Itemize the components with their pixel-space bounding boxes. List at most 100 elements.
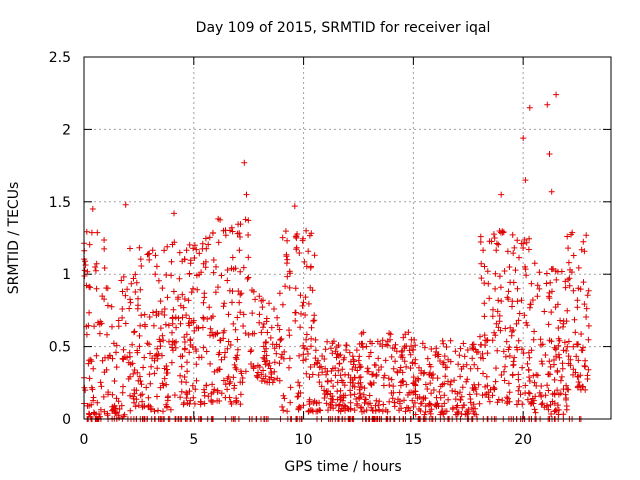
data-point [581, 301, 588, 308]
data-point [154, 345, 161, 352]
data-point [427, 369, 433, 376]
data-point [119, 389, 126, 396]
data-point [389, 345, 396, 351]
data-point [140, 364, 147, 371]
data-point [433, 345, 440, 352]
data-point [440, 359, 447, 366]
data-point [265, 362, 272, 369]
data-point [514, 298, 521, 305]
data-point [552, 407, 559, 414]
data-point [547, 401, 554, 408]
data-point [214, 330, 221, 337]
data-point [379, 408, 386, 415]
data-point [444, 364, 450, 371]
data-point [515, 397, 522, 404]
data-point [267, 334, 274, 341]
data-point [324, 378, 331, 384]
data-point [398, 349, 405, 355]
data-point [342, 407, 348, 414]
data-point [303, 331, 310, 338]
data-point [497, 284, 504, 291]
data-point [134, 347, 141, 354]
data-point [209, 313, 216, 320]
data-point [504, 400, 510, 407]
data-point [101, 296, 108, 303]
x-tick-label: 20 [514, 432, 532, 448]
data-point [557, 377, 564, 384]
data-point [284, 237, 291, 244]
data-point [566, 282, 573, 289]
data-point [221, 327, 228, 334]
data-point [215, 239, 222, 246]
data-point [101, 237, 108, 243]
data-point [447, 381, 454, 388]
data-point [151, 408, 158, 415]
data-point [412, 342, 419, 349]
data-point [526, 304, 533, 311]
data-point [170, 288, 177, 295]
data-point [159, 352, 165, 359]
data-point [271, 376, 277, 383]
data-point [542, 352, 549, 358]
data-point [547, 279, 554, 286]
data-point [364, 365, 371, 372]
data-point [105, 354, 112, 361]
data-point [307, 364, 314, 370]
data-point [84, 268, 91, 275]
data-point [126, 305, 133, 312]
data-point [132, 271, 139, 278]
data-point [472, 405, 479, 412]
data-point [92, 267, 99, 274]
data-point [119, 314, 126, 321]
data-point [526, 354, 533, 361]
data-point [226, 287, 233, 294]
data-point [94, 229, 101, 236]
data-point [363, 407, 370, 414]
data-point [506, 264, 513, 270]
data-point [115, 398, 122, 405]
data-point [399, 378, 406, 385]
data-point [490, 384, 497, 391]
data-point [296, 403, 303, 410]
data-point [233, 356, 240, 363]
data-point [492, 285, 499, 292]
data-point [473, 411, 480, 418]
data-point [499, 397, 506, 404]
data-point [228, 401, 235, 407]
data-point [120, 383, 126, 390]
data-point [233, 399, 239, 406]
data-point [175, 315, 182, 322]
data-point [167, 406, 174, 413]
data-point [296, 382, 303, 389]
data-point [415, 376, 422, 383]
data-point [235, 288, 242, 295]
data-point [538, 401, 545, 408]
data-point [86, 241, 93, 248]
data-point [549, 398, 556, 405]
data-point [203, 348, 210, 355]
data-point [240, 311, 247, 318]
data-point [406, 347, 413, 354]
data-point [548, 338, 555, 345]
data-point [505, 296, 512, 303]
data-point [562, 391, 569, 398]
data-point [315, 372, 322, 378]
data-point [292, 285, 299, 292]
data-point [323, 400, 330, 407]
data-point [422, 409, 429, 415]
data-point [152, 252, 159, 259]
data-point [181, 256, 188, 263]
data-point [138, 381, 145, 388]
data-point [493, 320, 500, 327]
data-point [189, 382, 196, 389]
data-point [97, 379, 104, 386]
data-point [324, 338, 331, 345]
data-point [207, 325, 214, 332]
data-point [192, 386, 199, 393]
data-point [385, 375, 392, 382]
data-point [127, 392, 134, 399]
data-point [278, 354, 285, 361]
data-point [120, 346, 127, 353]
data-point [536, 285, 543, 292]
outlier-data-point [241, 159, 248, 166]
